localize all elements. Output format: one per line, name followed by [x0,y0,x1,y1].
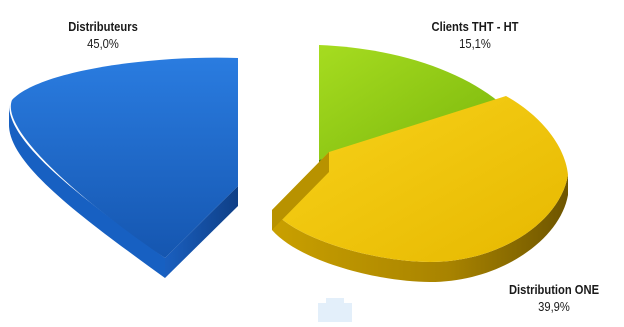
slice-distribution-one-side [272,175,568,282]
slice-name-distribution-one: Distribution ONE [508,282,600,297]
slice-value-clients-tht-ht: 15,1% [459,36,491,51]
slice-value-distributeurs: 45,0% [87,36,119,51]
slice-name-clients-tht-ht: Clients THT - HT [431,19,519,34]
slice-distributeurs-top [10,57,238,258]
slice-label-clients-tht-ht: Clients THT - HT 15,1% [402,18,548,52]
slice-label-distribution-one: Distribution ONE 39,9% [494,281,614,315]
slice-distribution-one-cut-face [272,152,329,230]
slice-clients-tht-ht-top [319,45,499,160]
slice-name-distributeurs: Distributeurs [68,19,138,34]
slice-distributeurs-side [9,105,165,278]
watermark-mark [318,298,352,322]
slice-label-distributeurs: Distributeurs 45,0% [47,18,159,52]
slice-distributeurs-cut-face [165,186,238,278]
slice-distribution-one-top [272,96,568,262]
slice-distribution-one [272,96,568,282]
slice-value-distribution-one: 39,9% [538,299,570,314]
slice-distributeurs [9,57,238,278]
